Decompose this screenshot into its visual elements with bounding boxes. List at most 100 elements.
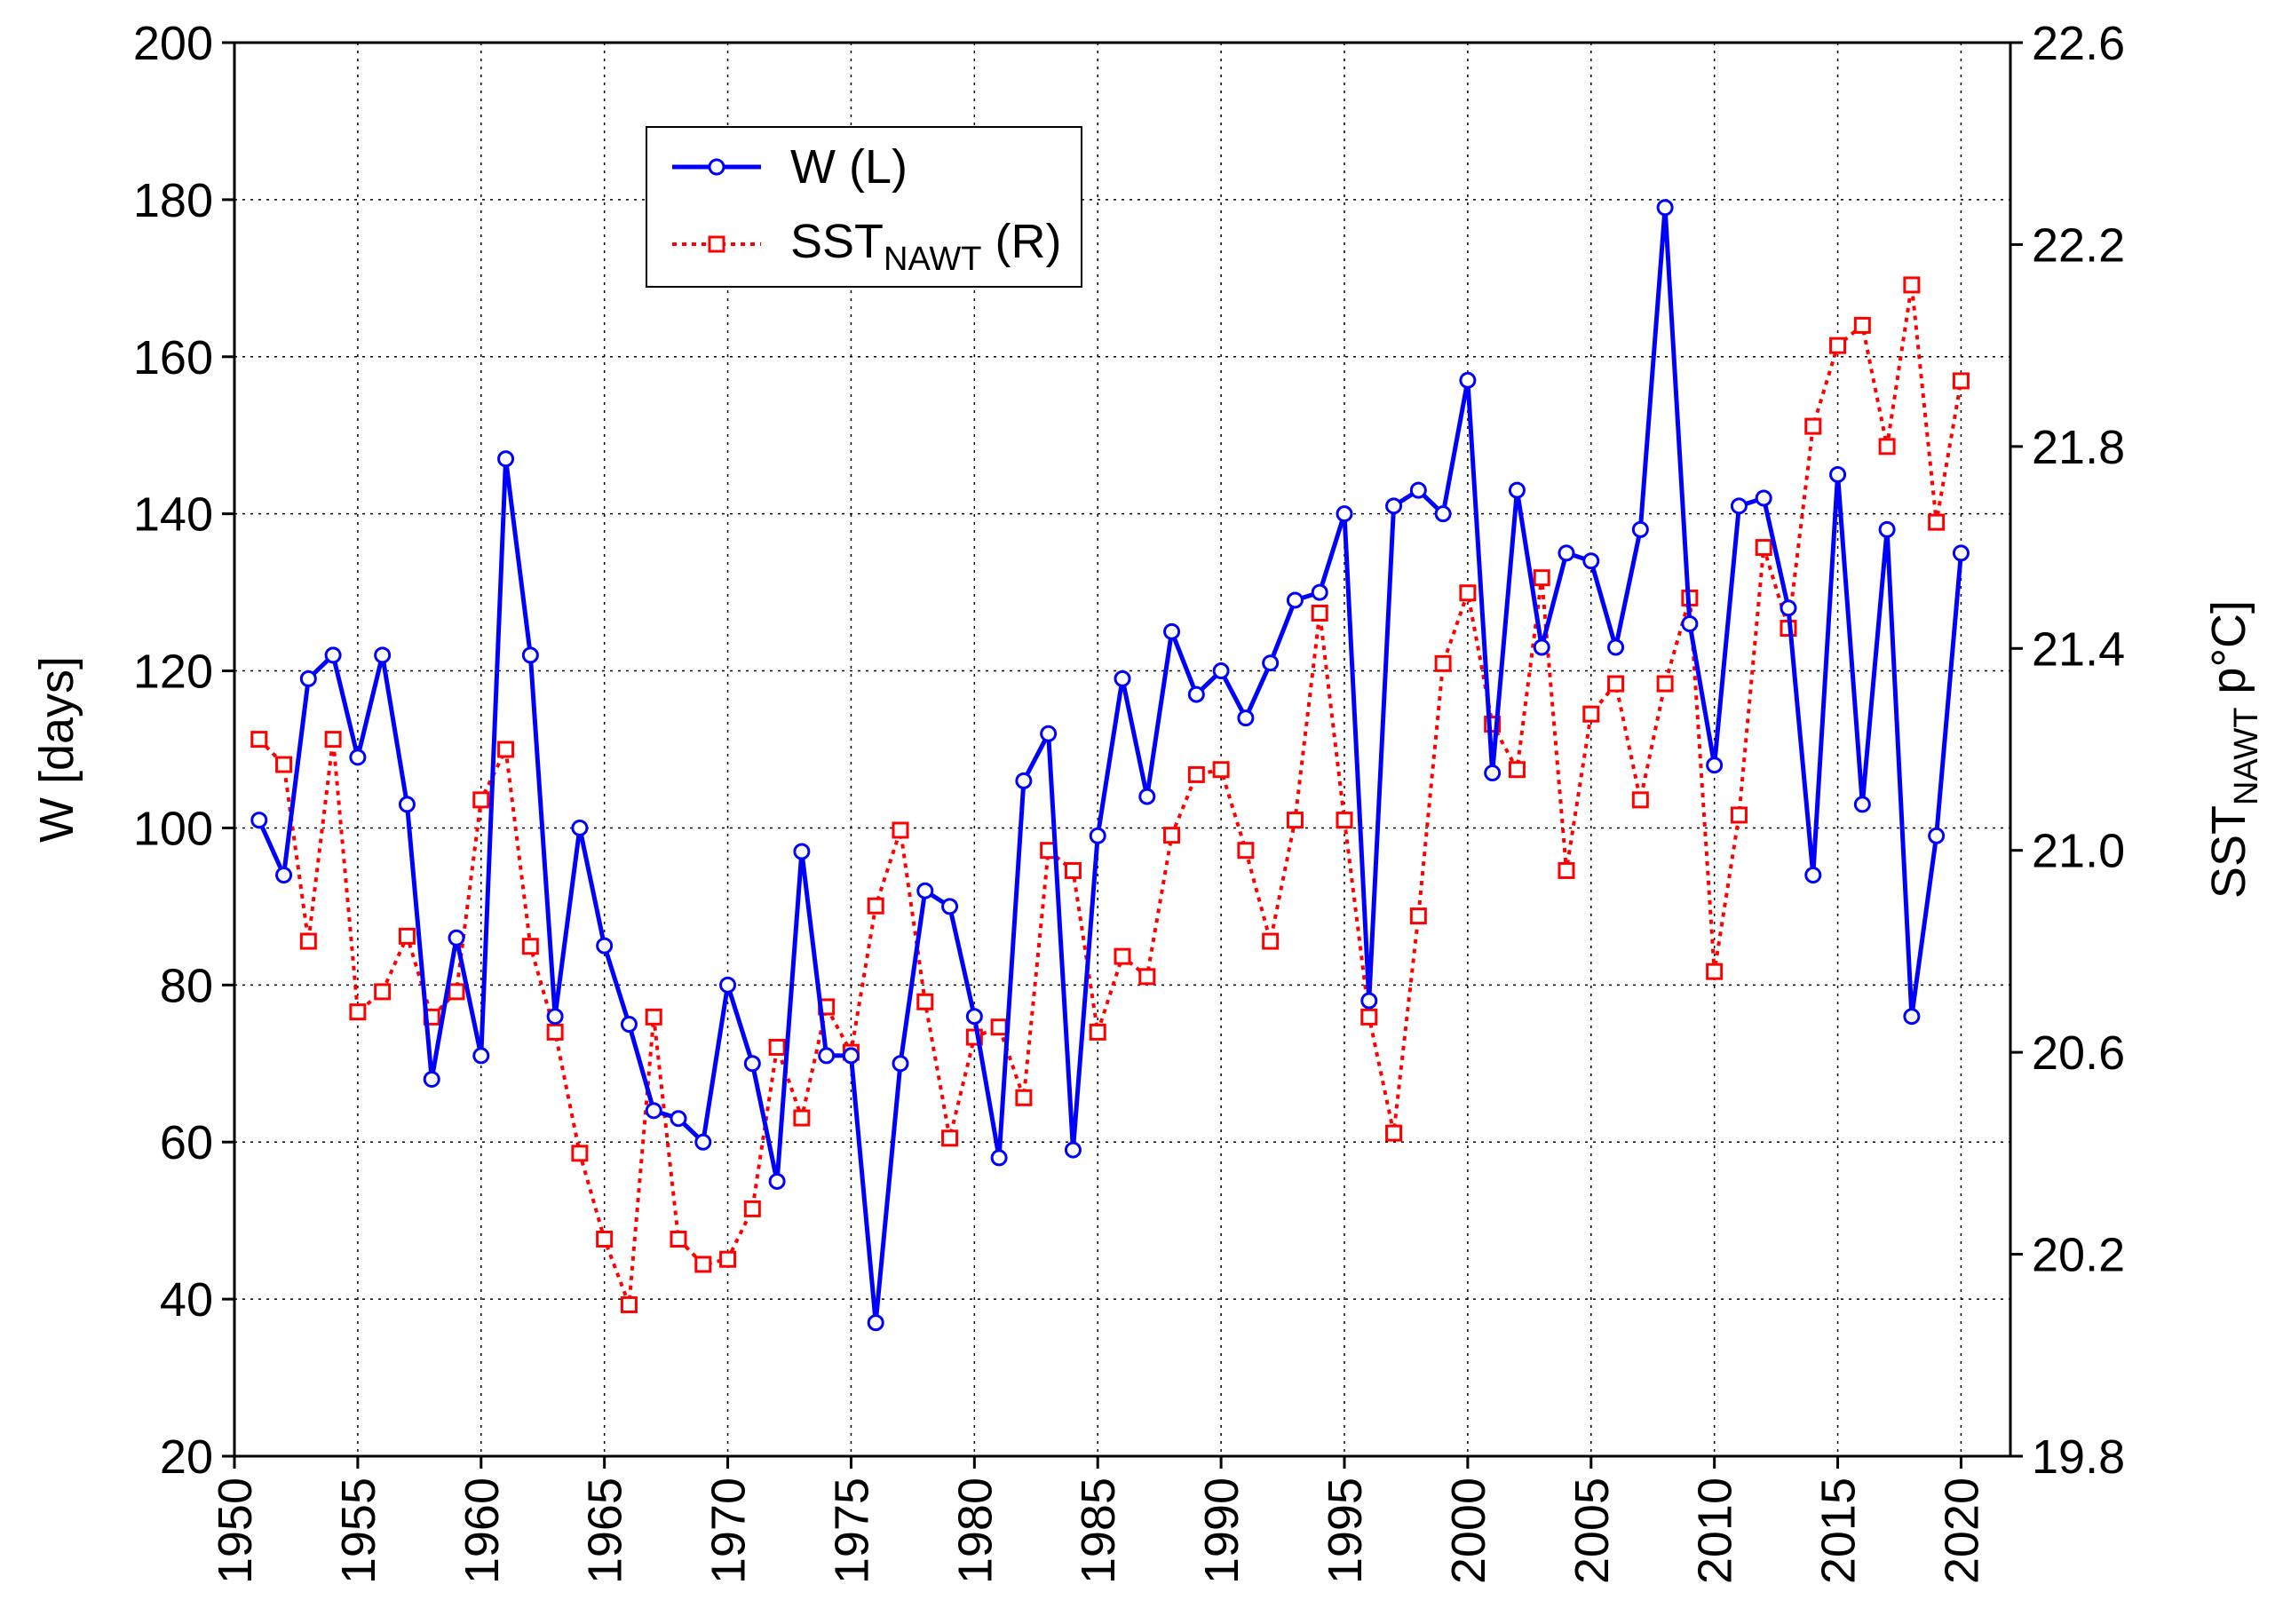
y-tick-label-left: 80 (160, 959, 213, 1012)
sst-point (1508, 761, 1526, 779)
sst-point (990, 1018, 1008, 1036)
w-point (1582, 552, 1600, 570)
w-point (719, 976, 737, 994)
y-tick-label-right: 22.2 (2032, 218, 2125, 272)
sst-point (670, 1231, 687, 1248)
sst-point (941, 1129, 959, 1147)
legend-marker-w (708, 158, 725, 176)
sst-point (299, 932, 317, 950)
sst-point (448, 983, 465, 1001)
y-tick-label-left: 120 (133, 646, 213, 699)
sst-point (1533, 569, 1550, 587)
y-tick-label-left: 180 (133, 174, 213, 227)
legend-box (646, 126, 1082, 288)
sst-point (620, 1295, 638, 1313)
x-tick-label: 1985 (1072, 1477, 1125, 1584)
legend-marker-sst (708, 235, 725, 253)
w-point (1114, 669, 1131, 687)
sst-point (349, 1003, 367, 1021)
w-point (1262, 654, 1280, 672)
w-point (1187, 685, 1205, 703)
sst-point (1336, 812, 1353, 829)
y-tick-label-left: 40 (160, 1273, 213, 1327)
w-point (916, 882, 934, 899)
w-point (1212, 662, 1230, 680)
w-point (1780, 599, 1797, 617)
w-point (1903, 1008, 1921, 1026)
w-point (1533, 638, 1550, 656)
sst-point (1286, 812, 1304, 829)
legend-label-w: W (L) (790, 140, 908, 194)
sst-point (1903, 276, 1921, 294)
w-point (521, 646, 539, 664)
sst-point (1952, 372, 1970, 390)
sst-point (1187, 765, 1205, 783)
w-point (324, 646, 342, 664)
w-point (818, 1047, 836, 1065)
sst-point (1558, 861, 1575, 879)
sst-point (1706, 963, 1724, 980)
w-point (374, 646, 392, 664)
w-point (1434, 505, 1452, 523)
x-tick-label: 1960 (456, 1477, 509, 1584)
w-point (398, 796, 416, 813)
sst-point (1607, 675, 1625, 693)
sst-point (1459, 584, 1477, 602)
w-point (867, 1314, 884, 1332)
sst-point (1829, 337, 1847, 354)
y-tick-label-left: 20 (160, 1430, 213, 1484)
x-tick-label: 2010 (1689, 1477, 1742, 1584)
sst-point (867, 897, 884, 915)
sst-point (1878, 438, 1896, 456)
x-tick-label: 1970 (702, 1477, 756, 1584)
y-tick-label-right: 20.6 (2032, 1026, 2125, 1080)
w-point (1952, 544, 1970, 562)
w-point (423, 1070, 440, 1088)
w-point (1089, 827, 1106, 844)
x-tick-label: 2005 (1566, 1477, 1619, 1584)
w-point (793, 843, 811, 860)
x-tick-label: 1980 (948, 1477, 1002, 1584)
w-point (1138, 788, 1156, 805)
w-point (1508, 481, 1526, 499)
y-tick-label-right: 20.2 (2032, 1229, 2125, 1282)
w-point (448, 929, 465, 947)
w-point (1853, 796, 1871, 813)
y-tick-label-left: 160 (133, 331, 213, 384)
w-point (1681, 614, 1699, 632)
sst-point (768, 1038, 786, 1056)
w-point (1755, 489, 1772, 507)
w-point (1237, 709, 1255, 727)
y-axis-title-right: SSTNAWT p°C] (2202, 600, 2265, 899)
w-point (743, 1055, 761, 1073)
w-point (1829, 465, 1847, 483)
sst-point (324, 731, 342, 749)
w-point (1730, 497, 1748, 515)
sst-point (1114, 947, 1131, 965)
sst-point (571, 1145, 589, 1162)
w-point (1336, 505, 1353, 523)
w-point (571, 819, 589, 836)
y-tick-label-left: 140 (133, 488, 213, 542)
w-point (1286, 591, 1304, 609)
w-point (472, 1047, 490, 1065)
w-point (1163, 622, 1181, 640)
w-point (299, 669, 317, 687)
x-tick-label: 1955 (332, 1477, 385, 1584)
w-point (1409, 481, 1427, 499)
sst-point (1582, 705, 1600, 723)
sst-point (1928, 513, 1946, 531)
w-point (645, 1102, 662, 1120)
sst-point (892, 821, 909, 839)
sst-point (694, 1256, 712, 1273)
w-point (670, 1110, 687, 1128)
w-point (941, 898, 959, 915)
sst-point (521, 938, 539, 955)
y-tick-label-right: 21.0 (2032, 825, 2125, 878)
series-sst-line (258, 284, 1963, 1306)
sst-point (1755, 539, 1772, 557)
sst-point (1064, 861, 1082, 879)
w-point (768, 1172, 786, 1190)
sst-point (743, 1200, 761, 1217)
